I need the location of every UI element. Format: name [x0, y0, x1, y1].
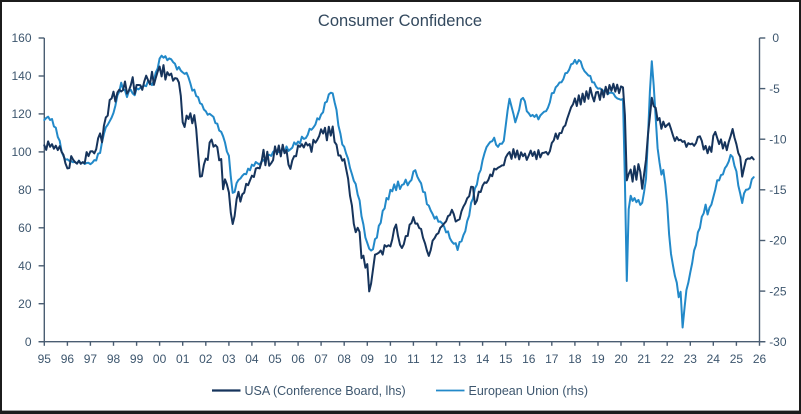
svg-text:-15: -15 [769, 183, 787, 197]
svg-text:13: 13 [453, 352, 467, 366]
svg-text:Consumer Confidence: Consumer Confidence [318, 12, 482, 30]
svg-text:01: 01 [176, 352, 190, 366]
svg-text:European Union (rhs): European Union (rhs) [469, 384, 589, 398]
svg-text:-30: -30 [769, 335, 787, 349]
svg-text:99: 99 [130, 352, 144, 366]
svg-text:24: 24 [707, 352, 721, 366]
svg-text:12: 12 [430, 352, 444, 366]
svg-text:21: 21 [637, 352, 651, 366]
svg-text:06: 06 [291, 352, 305, 366]
svg-text:15: 15 [499, 352, 513, 366]
svg-text:-5: -5 [769, 82, 780, 96]
svg-text:09: 09 [361, 352, 375, 366]
svg-text:11: 11 [407, 352, 420, 366]
svg-text:98: 98 [107, 352, 121, 366]
svg-text:USA (Conference Board, lhs): USA (Conference Board, lhs) [245, 384, 406, 398]
svg-text:16: 16 [522, 352, 536, 366]
svg-text:25: 25 [730, 352, 744, 366]
svg-text:80: 80 [18, 183, 32, 197]
svg-text:160: 160 [11, 31, 31, 45]
svg-text:22: 22 [661, 352, 675, 366]
svg-text:-20: -20 [769, 234, 787, 248]
svg-text:00: 00 [153, 352, 167, 366]
svg-text:03: 03 [222, 352, 236, 366]
svg-text:120: 120 [11, 107, 31, 121]
svg-text:17: 17 [545, 352, 559, 366]
svg-text:19: 19 [591, 352, 605, 366]
svg-text:0: 0 [772, 31, 779, 45]
svg-text:0: 0 [25, 335, 32, 349]
svg-text:18: 18 [568, 352, 582, 366]
svg-text:02: 02 [199, 352, 213, 366]
svg-text:20: 20 [18, 297, 32, 311]
svg-text:14: 14 [476, 352, 490, 366]
svg-text:96: 96 [61, 352, 75, 366]
svg-text:100: 100 [11, 145, 31, 159]
svg-text:60: 60 [18, 221, 32, 235]
svg-text:40: 40 [18, 259, 32, 273]
svg-text:97: 97 [84, 352, 98, 366]
svg-text:05: 05 [268, 352, 282, 366]
svg-text:95: 95 [38, 352, 52, 366]
svg-text:04: 04 [245, 352, 259, 366]
svg-text:23: 23 [684, 352, 698, 366]
svg-text:08: 08 [338, 352, 352, 366]
svg-text:140: 140 [11, 69, 31, 83]
svg-text:10: 10 [384, 352, 398, 366]
svg-text:07: 07 [314, 352, 328, 366]
svg-text:-10: -10 [769, 132, 787, 146]
svg-text:20: 20 [614, 352, 628, 366]
svg-text:26: 26 [753, 352, 767, 366]
svg-text:-25: -25 [769, 284, 787, 298]
